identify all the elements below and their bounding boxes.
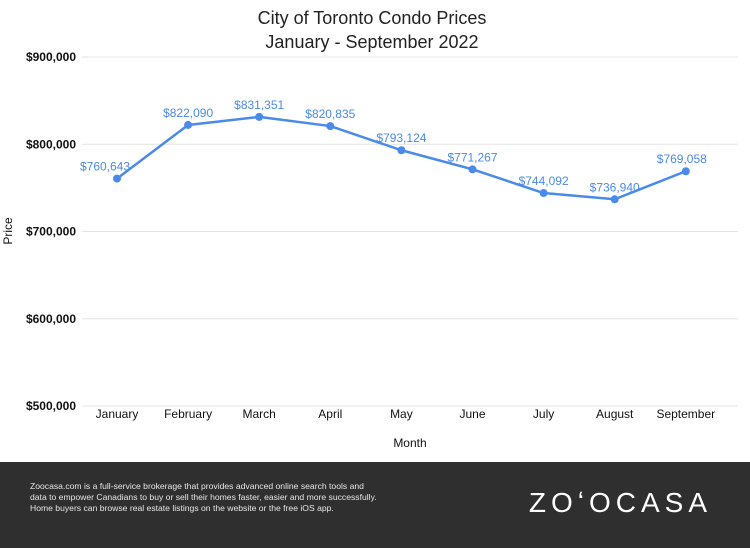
data-point (113, 174, 121, 183)
chart-title-line-2: January - September 2022 (265, 32, 478, 52)
x-tick-label: September (656, 407, 715, 421)
footer-line: Zoocasa.com is a full-service brokerage … (30, 481, 364, 491)
gridlines (82, 56, 738, 407)
data-label: $831,351 (234, 98, 284, 112)
data-point (255, 112, 264, 121)
data-point (468, 165, 477, 174)
data-label: $744,092 (519, 174, 569, 188)
x-tick-label: August (596, 407, 634, 421)
data-point (397, 146, 406, 155)
footer-description: Zoocasa.com is a full-service brokerage … (30, 481, 390, 514)
x-axis-ticks: January February March April May June July Augu… (96, 407, 716, 421)
y-axis-ticks: $500,000 $600,000 $700,000 $800,000 $900,000 (26, 50, 76, 413)
y-tick-label: $500,000 (26, 399, 76, 413)
x-tick-label: July (533, 407, 554, 421)
series-layer: $760,643 $822,090 $831,351 $820,835 $793,124… (80, 98, 707, 204)
x-tick-label: March (243, 407, 276, 421)
chart-title-line-1: City of Toronto Condo Prices (258, 8, 487, 28)
y-tick-label: $700,000 (26, 225, 76, 239)
data-point (681, 167, 690, 176)
y-tick-label: $600,000 (26, 312, 76, 326)
line-chart: City of Toronto Condo Prices January - S… (1, 8, 738, 450)
data-label: $820,835 (305, 107, 355, 121)
y-axis-label: Price (1, 217, 15, 245)
x-tick-label: April (318, 407, 342, 421)
x-tick-label: June (459, 407, 485, 421)
data-label: $736,940 (590, 180, 640, 194)
x-tick-label: May (390, 407, 413, 421)
data-label: $793,124 (376, 131, 426, 145)
x-axis-label: Month (393, 436, 426, 450)
x-tick-label: January (96, 407, 139, 421)
footer-line: Home buyers can browse real estate listi… (30, 503, 334, 513)
data-label: $771,267 (447, 150, 497, 164)
y-tick-label: $900,000 (26, 50, 76, 64)
data-label: $760,643 (80, 160, 130, 174)
zoocasa-logo: ZOʻOCASA (528, 487, 712, 518)
data-label: $769,058 (657, 152, 707, 166)
data-point (326, 122, 335, 131)
data-point (539, 189, 548, 198)
y-tick-label: $800,000 (26, 137, 76, 151)
data-label: $822,090 (163, 106, 213, 120)
data-point (610, 195, 619, 204)
footer-line: data to empower Canadians to buy or sell… (30, 492, 377, 502)
data-point (184, 120, 193, 129)
x-tick-label: February (164, 407, 212, 421)
footer: Zoocasa.com is a full-service brokerage … (0, 462, 750, 548)
